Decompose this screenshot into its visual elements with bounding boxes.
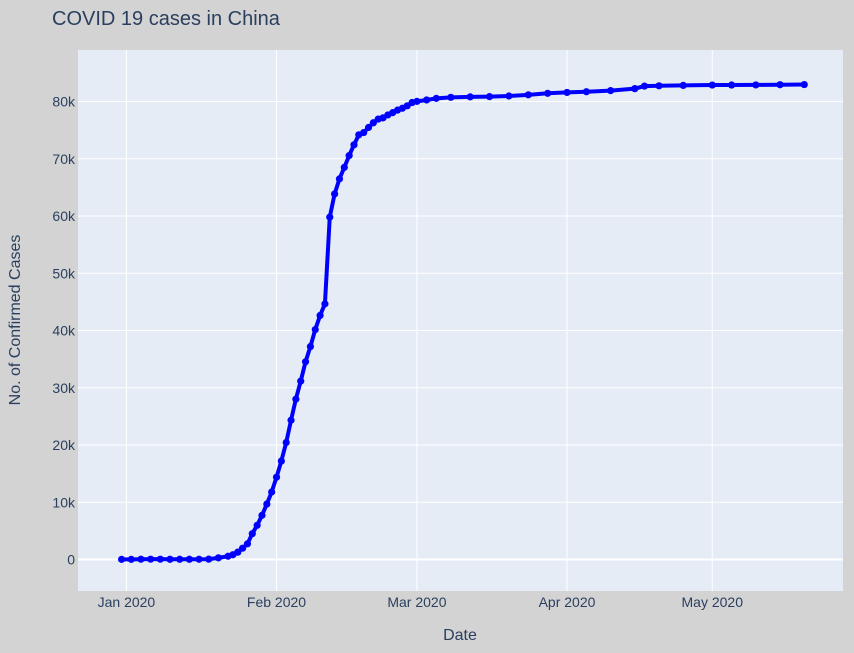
y-tick-label: 50k xyxy=(52,265,76,281)
data-point[interactable] xyxy=(728,81,736,89)
data-point[interactable] xyxy=(282,438,290,447)
data-point[interactable] xyxy=(239,544,247,552)
data-point[interactable] xyxy=(185,555,193,563)
data-point[interactable] xyxy=(137,555,145,563)
data-point[interactable] xyxy=(166,555,174,563)
x-tick-label: Feb 2020 xyxy=(247,594,306,610)
data-point[interactable] xyxy=(253,521,261,529)
data-point[interactable] xyxy=(316,311,324,320)
y-axis-title: No. of Confirmed Cases xyxy=(7,235,24,406)
data-point[interactable] xyxy=(335,175,344,183)
data-point[interactable] xyxy=(214,554,223,562)
data-point[interactable] xyxy=(360,128,368,137)
series-layer xyxy=(117,80,808,563)
data-point[interactable] xyxy=(752,81,760,89)
data-point[interactable] xyxy=(272,473,281,481)
y-tick-label: 70k xyxy=(52,151,76,167)
data-point[interactable] xyxy=(287,416,295,424)
data-point[interactable] xyxy=(321,300,329,308)
data-point[interactable] xyxy=(345,152,353,160)
y-tick-label: 40k xyxy=(52,323,76,339)
data-point[interactable] xyxy=(331,190,339,198)
data-point[interactable] xyxy=(505,92,513,100)
data-point[interactable] xyxy=(243,540,252,548)
x-tick-label: Jan 2020 xyxy=(98,594,156,610)
data-point[interactable] xyxy=(466,93,474,101)
data-point[interactable] xyxy=(340,163,348,171)
data-point[interactable] xyxy=(258,511,266,519)
data-point[interactable] xyxy=(326,213,334,221)
data-point[interactable] xyxy=(205,555,213,563)
data-point[interactable] xyxy=(277,457,285,465)
x-tick-label: Mar 2020 xyxy=(387,594,446,610)
data-point[interactable] xyxy=(524,91,532,99)
y-tick-label: 0 xyxy=(67,552,75,568)
x-gridlines xyxy=(125,50,713,591)
data-point[interactable] xyxy=(655,82,663,90)
data-point[interactable] xyxy=(447,93,455,101)
data-point[interactable] xyxy=(311,325,319,334)
data-point[interactable] xyxy=(234,548,242,556)
data-point[interactable] xyxy=(195,555,203,563)
data-point[interactable] xyxy=(301,358,310,366)
data-point[interactable] xyxy=(563,88,571,97)
chart-title: COVID 19 cases in China xyxy=(52,8,281,30)
y-tick-label: 80k xyxy=(52,94,76,110)
data-point[interactable] xyxy=(292,395,300,403)
data-point[interactable] xyxy=(268,488,276,496)
y-tick-label: 60k xyxy=(52,208,76,224)
data-point[interactable] xyxy=(156,555,164,563)
data-point[interactable] xyxy=(176,555,184,563)
x-axis-title: Date xyxy=(443,627,477,644)
data-point[interactable] xyxy=(413,97,421,105)
data-point[interactable] xyxy=(432,94,440,102)
data-point[interactable] xyxy=(582,88,590,96)
plot-background xyxy=(78,50,843,591)
x-tick-label: May 2020 xyxy=(682,594,744,610)
data-point[interactable] xyxy=(127,555,135,563)
data-point[interactable] xyxy=(485,93,494,101)
data-point[interactable] xyxy=(606,87,615,95)
data-point[interactable] xyxy=(306,342,315,351)
data-point[interactable] xyxy=(640,82,649,90)
y-tick-label: 10k xyxy=(52,494,76,510)
x-tick-label: Apr 2020 xyxy=(539,594,596,610)
data-point[interactable] xyxy=(679,81,687,89)
data-point[interactable] xyxy=(248,530,256,538)
data-point[interactable] xyxy=(350,141,358,149)
data-point[interactable] xyxy=(800,80,808,89)
data-point[interactable] xyxy=(364,123,373,132)
y-tick-label: 30k xyxy=(52,380,76,396)
y-tick-label: 20k xyxy=(52,437,76,453)
data-point[interactable] xyxy=(776,81,784,89)
data-point[interactable] xyxy=(631,85,639,93)
data-point[interactable] xyxy=(263,500,271,508)
x-tick-labels: Jan 2020 Feb 2020 Mar 2020 Apr 2020 May 2020 xyxy=(98,594,744,610)
data-point[interactable] xyxy=(297,377,305,385)
y-tick-labels: 0 10k 20k 30k 40k 50k 60k 70k 80k xyxy=(52,94,76,568)
data-point[interactable] xyxy=(708,81,716,89)
data-point[interactable] xyxy=(147,555,155,563)
data-point[interactable] xyxy=(423,96,431,104)
data-point[interactable] xyxy=(117,555,126,563)
data-point[interactable] xyxy=(544,89,552,97)
